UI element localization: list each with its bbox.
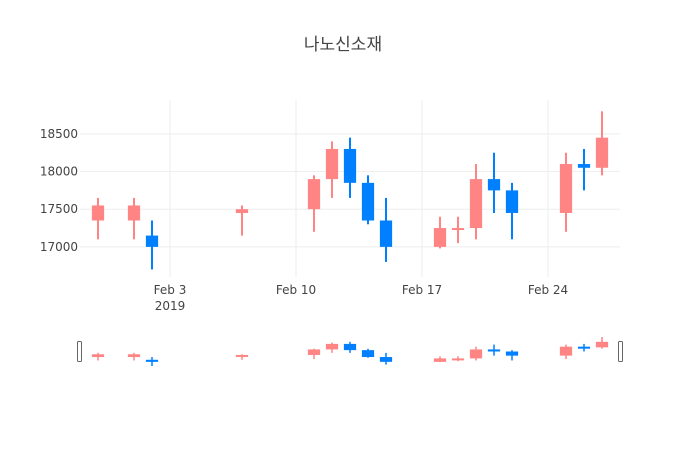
candle-body[interactable] <box>577 346 591 349</box>
candle-body[interactable] <box>361 350 375 358</box>
slider-candle[interactable] <box>235 354 249 360</box>
candle-body[interactable] <box>145 359 159 362</box>
x-tick-label: Feb 3 <box>154 283 187 297</box>
slider-candle[interactable] <box>361 348 375 358</box>
candle-body[interactable] <box>343 148 357 183</box>
candle-body[interactable] <box>469 179 483 229</box>
candle[interactable] <box>145 220 159 270</box>
candle[interactable] <box>361 175 375 225</box>
candle-body[interactable] <box>307 179 321 210</box>
candle[interactable] <box>91 197 105 240</box>
y-tick-label: 18000 <box>40 165 78 179</box>
y-tick-label: 17500 <box>40 202 78 216</box>
axes: 17000 17500 18000 18500 Feb 3 2019 Feb 10 Feb 1… <box>40 127 568 313</box>
candle-body[interactable] <box>469 349 483 359</box>
y-tick-label: 18500 <box>40 127 78 141</box>
candle-body[interactable] <box>505 351 519 356</box>
candle[interactable] <box>595 111 609 176</box>
candle-body[interactable] <box>559 164 573 213</box>
x-tick-label: Feb 17 <box>402 283 442 297</box>
candle-body[interactable] <box>91 205 105 221</box>
candle-body[interactable] <box>325 148 339 180</box>
candle-body[interactable] <box>307 349 321 355</box>
x-tick-year-label: 2019 <box>155 299 186 313</box>
candle-body[interactable] <box>505 190 519 213</box>
candle[interactable] <box>127 197 141 240</box>
slider-candle[interactable] <box>433 356 447 363</box>
candle-body[interactable] <box>145 235 159 247</box>
slider-candle[interactable] <box>487 344 501 356</box>
candle[interactable] <box>235 205 249 236</box>
candle-body[interactable] <box>487 349 501 352</box>
slider-candle[interactable] <box>595 337 609 349</box>
x-tick-label: Feb 10 <box>276 283 316 297</box>
candle[interactable] <box>451 216 465 244</box>
candle[interactable] <box>379 197 393 262</box>
candle-body[interactable] <box>433 228 447 247</box>
candle[interactable] <box>343 137 357 198</box>
candle[interactable] <box>559 152 573 232</box>
candle-body[interactable] <box>559 346 573 356</box>
slider-candle[interactable] <box>505 350 519 361</box>
candle-body[interactable] <box>433 358 447 362</box>
slider-candle[interactable] <box>127 352 141 361</box>
candles[interactable] <box>91 111 609 270</box>
candle-body[interactable] <box>487 179 501 191</box>
candle-body[interactable] <box>127 205 141 221</box>
candle-body[interactable] <box>451 228 465 231</box>
range-slider-left-handle[interactable] <box>77 341 82 362</box>
candle-body[interactable] <box>235 209 249 213</box>
candle[interactable] <box>577 148 591 191</box>
slider-candle[interactable] <box>145 357 159 366</box>
candle-body[interactable] <box>91 354 105 358</box>
candle-body[interactable] <box>379 357 393 362</box>
x-tick-label: Feb 24 <box>528 283 568 297</box>
slider-candle[interactable] <box>469 346 483 361</box>
slider-candle[interactable] <box>325 342 339 353</box>
candle-body[interactable] <box>595 137 609 168</box>
candle-body[interactable] <box>577 164 591 168</box>
candle[interactable] <box>505 182 519 240</box>
candle[interactable] <box>487 152 501 213</box>
candle-body[interactable] <box>451 358 465 361</box>
slider-candle[interactable] <box>343 341 357 353</box>
slider-candle[interactable] <box>577 343 591 352</box>
range-slider[interactable] <box>77 337 623 366</box>
candle[interactable] <box>307 175 321 232</box>
candle-body[interactable] <box>235 354 249 357</box>
slider-candle[interactable] <box>559 344 573 360</box>
candle-body[interactable] <box>595 341 609 348</box>
candle-body[interactable] <box>127 354 141 358</box>
range-slider-right-handle[interactable] <box>618 341 623 362</box>
slider-candle[interactable] <box>307 348 321 360</box>
chart-title: 나노신소재 <box>304 35 382 55</box>
candle-body[interactable] <box>325 343 339 350</box>
candle[interactable] <box>433 216 447 249</box>
candle[interactable] <box>325 141 339 198</box>
y-tick-label: 17000 <box>40 240 78 254</box>
candle-body[interactable] <box>361 182 375 221</box>
slider-candle[interactable] <box>451 356 465 362</box>
slider-candle[interactable] <box>91 352 105 361</box>
candle-body[interactable] <box>343 343 357 351</box>
candle-body[interactable] <box>379 220 393 247</box>
candle[interactable] <box>469 164 483 240</box>
slider-candle[interactable] <box>379 352 393 365</box>
